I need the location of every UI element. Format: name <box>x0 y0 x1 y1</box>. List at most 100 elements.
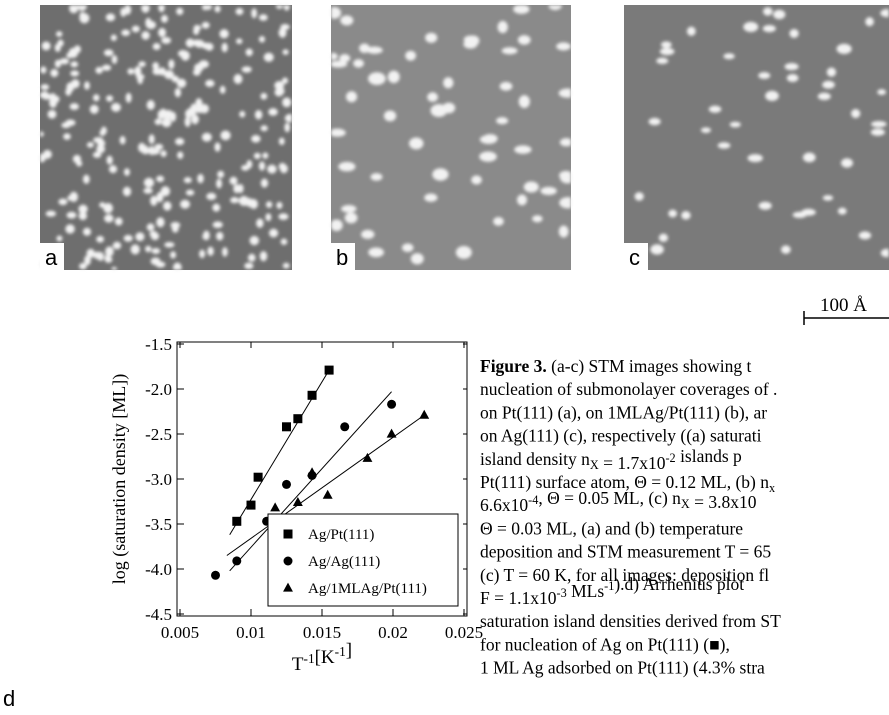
island <box>841 158 853 168</box>
island <box>212 221 223 229</box>
island <box>174 87 182 98</box>
text-run: 6.6x10 <box>480 495 528 515</box>
island <box>214 142 221 152</box>
island <box>283 5 290 11</box>
island <box>158 27 166 38</box>
island <box>556 42 571 51</box>
island <box>263 52 274 62</box>
marker <box>386 428 397 438</box>
text-run: = 3.8x10 <box>690 492 757 512</box>
island <box>781 245 791 254</box>
marker <box>340 422 350 432</box>
island <box>246 159 253 169</box>
text-line: T-1[K-1] <box>292 640 352 675</box>
text-run: (c) T = 60 K, for all images: deposition… <box>480 565 769 585</box>
island <box>111 102 121 112</box>
island <box>190 103 197 110</box>
marker <box>270 502 281 512</box>
island <box>497 20 508 34</box>
island <box>361 229 375 240</box>
island <box>146 223 155 232</box>
island <box>762 24 776 33</box>
island <box>121 29 131 36</box>
island <box>49 93 57 104</box>
island <box>125 92 132 103</box>
marker <box>362 452 373 462</box>
panel-label: a <box>45 245 58 270</box>
text-line: island density nX = 1.7x10-2 islands p <box>480 446 742 473</box>
marker <box>292 497 303 506</box>
island <box>822 195 834 201</box>
island <box>220 130 231 141</box>
marker <box>232 556 242 566</box>
island <box>54 43 61 53</box>
island <box>159 108 168 119</box>
island <box>171 75 179 83</box>
island <box>880 248 889 258</box>
island <box>92 94 100 102</box>
text-run: island density n <box>480 449 590 469</box>
island <box>58 198 68 206</box>
marker <box>293 414 303 424</box>
x-tick-label: 0.01 <box>236 623 266 642</box>
island <box>258 35 266 43</box>
island <box>69 191 78 202</box>
island <box>548 5 562 11</box>
subscript: X <box>681 497 690 511</box>
island <box>84 81 90 90</box>
island <box>40 84 50 91</box>
text-line: Figure 3. (a-c) STM images showing t <box>480 356 752 376</box>
island <box>180 199 190 209</box>
island <box>163 201 172 211</box>
text-run: (a-c) STM images showing t <box>547 356 752 376</box>
legend-label: Ag/Ag(111) <box>308 554 380 570</box>
island <box>127 68 135 75</box>
island <box>82 227 92 236</box>
island <box>41 41 51 51</box>
text-run: ■ <box>709 634 720 654</box>
island <box>184 116 191 128</box>
island <box>331 219 343 232</box>
marker <box>246 500 256 510</box>
island <box>68 47 78 58</box>
island <box>784 63 799 71</box>
island <box>216 178 222 189</box>
island <box>648 117 661 126</box>
island <box>443 77 454 89</box>
island <box>151 248 161 254</box>
island <box>154 143 164 150</box>
text-run: F = 1.1x10 <box>480 588 557 608</box>
island <box>191 114 199 125</box>
island <box>150 195 158 206</box>
island <box>499 81 513 91</box>
island <box>122 186 132 197</box>
island <box>880 8 889 18</box>
island <box>112 241 122 250</box>
stm-texture <box>634 7 889 258</box>
island <box>789 28 799 38</box>
text-run: islands p <box>676 446 742 466</box>
island <box>230 197 240 204</box>
island <box>540 186 557 196</box>
island <box>108 165 118 174</box>
island <box>763 7 773 16</box>
label-box <box>331 243 355 270</box>
text-run: ).d) Arrhenius plot <box>614 574 744 594</box>
island <box>723 53 735 60</box>
island <box>559 197 571 209</box>
superscript: -1 <box>604 579 614 593</box>
superscript: -1 <box>335 644 346 659</box>
island <box>268 228 279 238</box>
island <box>103 49 114 57</box>
island <box>516 194 528 206</box>
x-tick-label: 0.025 <box>445 623 483 642</box>
island <box>340 15 354 26</box>
island <box>279 164 288 174</box>
island <box>170 251 177 259</box>
island <box>203 5 212 10</box>
island <box>123 168 130 176</box>
island <box>282 49 289 55</box>
island <box>241 66 252 73</box>
island <box>837 207 847 215</box>
island <box>668 209 678 218</box>
